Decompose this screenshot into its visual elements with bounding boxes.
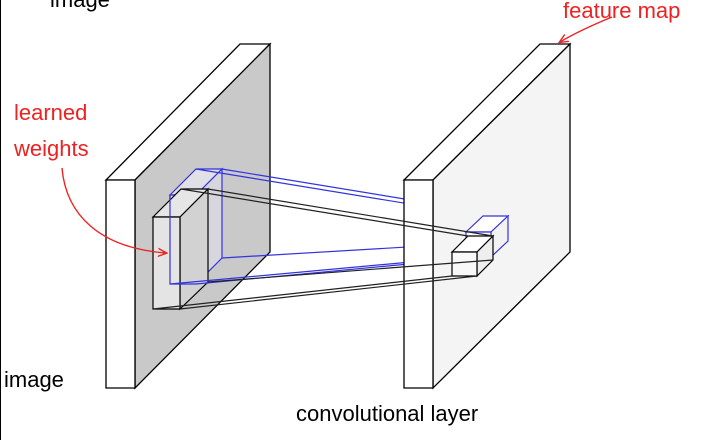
convolutional-layer-label: convolutional layer	[296, 401, 478, 426]
image-label-top: image	[50, 0, 110, 12]
image-label-bottom: image	[4, 367, 64, 392]
black-projection-lines	[152, 188, 494, 310]
feature-map-arrow	[560, 16, 613, 42]
learned-weights-label-line1: learned	[14, 100, 87, 125]
output-black-cell	[450, 234, 495, 278]
input-slab-front	[105, 179, 136, 389]
output-slab-front	[403, 179, 434, 389]
feature-map-label: feature map	[563, 0, 680, 23]
learned-weights-arrow	[61, 167, 166, 253]
learned-weights-label-line2: weights	[13, 136, 89, 161]
